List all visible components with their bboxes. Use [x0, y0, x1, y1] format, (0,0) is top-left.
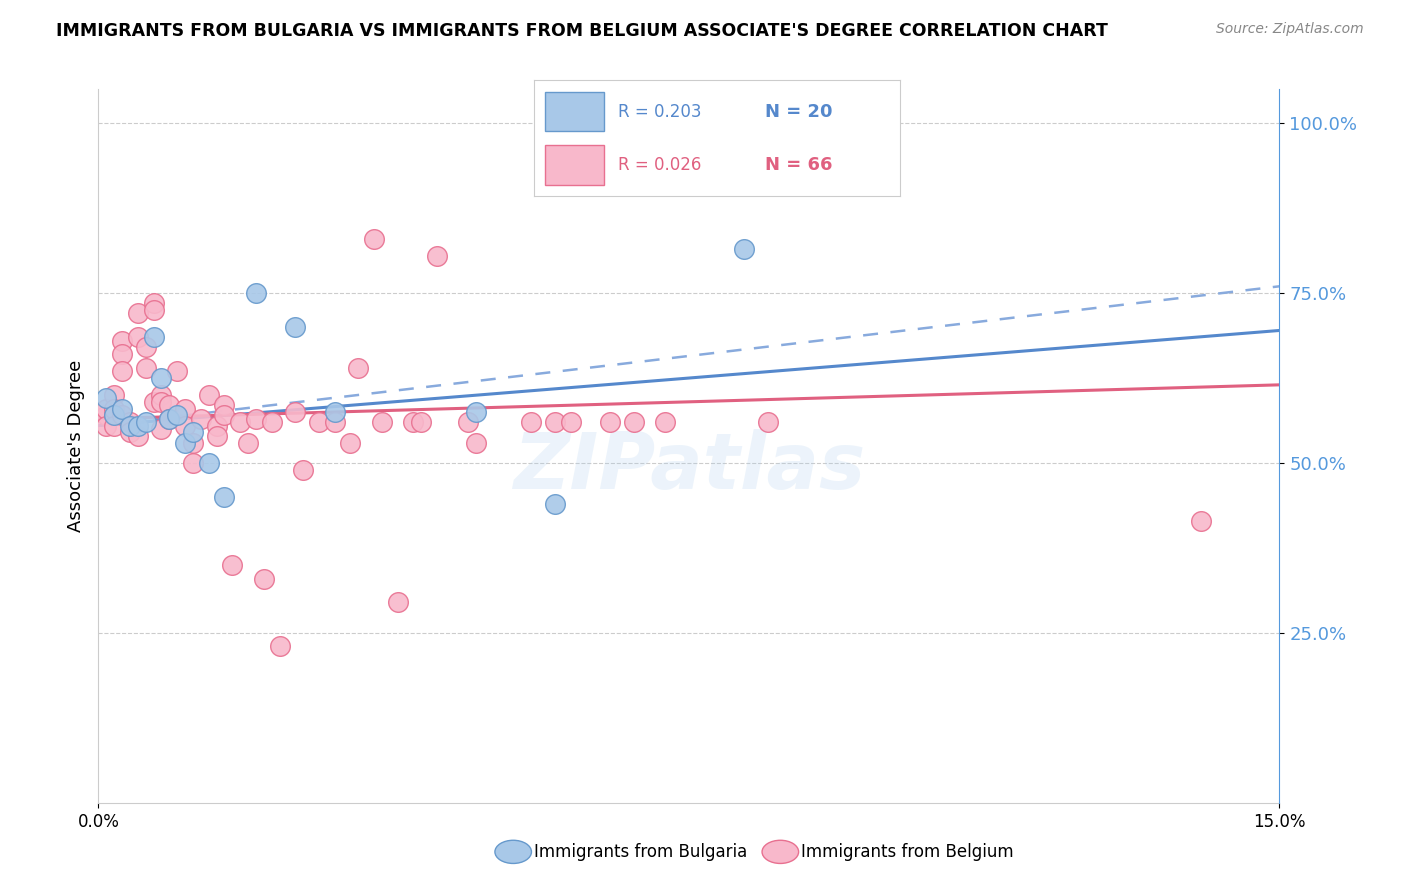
Text: ZIPatlas: ZIPatlas — [513, 429, 865, 506]
Point — [181, 456, 204, 470]
Bar — [546, 145, 603, 185]
Bar — [546, 92, 603, 131]
Point — [214, 398, 236, 412]
Point — [150, 394, 173, 409]
Point — [756, 415, 779, 429]
Point — [103, 409, 125, 423]
Point — [142, 394, 165, 409]
Point — [157, 398, 180, 412]
Point — [127, 330, 149, 344]
Point — [127, 429, 149, 443]
Point — [181, 435, 204, 450]
Point — [150, 371, 173, 385]
Point — [111, 347, 134, 361]
Point — [363, 232, 385, 246]
Point — [111, 401, 134, 416]
Point — [411, 415, 433, 429]
Point — [190, 412, 212, 426]
Point — [135, 341, 157, 355]
Point — [654, 415, 676, 429]
Text: IMMIGRANTS FROM BULGARIA VS IMMIGRANTS FROM BELGIUM ASSOCIATE'S DEGREE CORRELATI: IMMIGRANTS FROM BULGARIA VS IMMIGRANTS F… — [56, 22, 1108, 40]
Point — [347, 360, 370, 375]
Point — [127, 418, 149, 433]
Y-axis label: Associate's Degree: Associate's Degree — [66, 359, 84, 533]
Point — [181, 425, 204, 440]
Point — [135, 415, 157, 429]
Point — [253, 572, 276, 586]
Point — [260, 415, 283, 429]
Point — [197, 388, 219, 402]
Point — [387, 595, 409, 609]
Point — [103, 388, 125, 402]
Point — [245, 286, 267, 301]
Point — [426, 249, 449, 263]
Point — [402, 415, 425, 429]
Point — [96, 418, 118, 433]
Point — [197, 456, 219, 470]
Point — [111, 409, 134, 423]
Text: Source: ZipAtlas.com: Source: ZipAtlas.com — [1216, 22, 1364, 37]
Point — [323, 405, 346, 419]
Point — [544, 415, 567, 429]
Point — [142, 330, 165, 344]
Point — [118, 418, 141, 433]
Point — [269, 640, 291, 654]
Point — [599, 415, 621, 429]
Point — [457, 415, 479, 429]
Point — [103, 418, 125, 433]
Point — [142, 303, 165, 318]
Point — [174, 418, 197, 433]
Point — [103, 401, 125, 416]
Text: R = 0.203: R = 0.203 — [619, 103, 702, 120]
Point — [157, 412, 180, 426]
Point — [96, 392, 118, 406]
Point — [292, 463, 315, 477]
Text: N = 20: N = 20 — [765, 103, 832, 120]
Point — [205, 429, 228, 443]
Point — [371, 415, 394, 429]
Point — [284, 405, 307, 419]
Point — [111, 334, 134, 348]
Text: Immigrants from Belgium: Immigrants from Belgium — [801, 843, 1014, 861]
Point — [118, 425, 141, 440]
Point — [245, 412, 267, 426]
Point — [733, 242, 755, 256]
Point — [166, 409, 188, 423]
Point — [118, 415, 141, 429]
Point — [174, 401, 197, 416]
Point — [560, 415, 582, 429]
Point — [142, 296, 165, 310]
Point — [127, 306, 149, 320]
Point — [308, 415, 330, 429]
Point — [221, 558, 243, 572]
Point — [166, 364, 188, 378]
Point — [214, 490, 236, 504]
Point — [157, 412, 180, 426]
Point — [339, 435, 361, 450]
Text: R = 0.026: R = 0.026 — [619, 156, 702, 174]
Point — [205, 418, 228, 433]
Point — [174, 435, 197, 450]
Text: Immigrants from Bulgaria: Immigrants from Bulgaria — [534, 843, 748, 861]
Point — [544, 497, 567, 511]
Point — [465, 435, 488, 450]
Point — [323, 415, 346, 429]
Text: N = 66: N = 66 — [765, 156, 832, 174]
Point — [465, 405, 488, 419]
Point — [103, 409, 125, 423]
Point — [111, 364, 134, 378]
Point — [623, 415, 645, 429]
Point — [214, 409, 236, 423]
Point — [135, 360, 157, 375]
Point — [236, 435, 259, 450]
Point — [150, 388, 173, 402]
Point — [229, 415, 252, 429]
Point — [96, 401, 118, 416]
Point — [96, 409, 118, 423]
Point — [284, 320, 307, 334]
Point — [520, 415, 543, 429]
Point — [1189, 514, 1212, 528]
Point — [150, 422, 173, 436]
